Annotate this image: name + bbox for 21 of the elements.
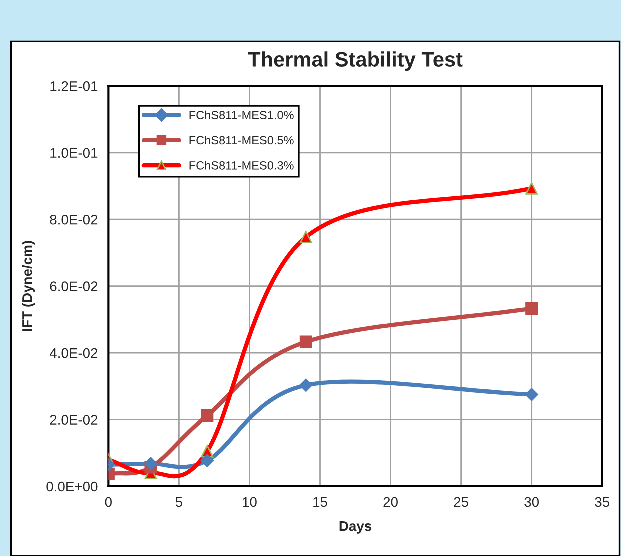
x-tick-label: 10 (243, 497, 257, 508)
chart-title: Thermal Stability Test (248, 52, 463, 72)
legend-label: FChS811-MES1.0% (190, 110, 294, 120)
y-tick-label: 0.0E+00 (46, 482, 98, 492)
y-tick-label: 1.0E-01 (50, 148, 98, 158)
x-tick-label: 0 (105, 497, 112, 508)
x-axis-title: Days (340, 521, 372, 534)
y-tick-label: 2.0E-02 (50, 415, 98, 425)
y-tick-label: 8.0E-02 (50, 214, 98, 225)
y-tick-label: 1.2E-01 (50, 82, 98, 92)
x-tick-label: 20 (384, 497, 398, 508)
x-tick-label: 25 (454, 497, 468, 508)
x-tick-label: 15 (314, 497, 328, 508)
legend-label: FChS811-MES0.5% (190, 136, 294, 145)
y-tick-label: 6.0E-02 (50, 282, 98, 292)
legend-label: FChS811-MES0.3% (190, 161, 294, 170)
y-axis-title: IFT (Dyne/cm) (22, 241, 36, 332)
x-tick-label: 35 (595, 497, 610, 508)
y-tick-label: 4.0E-02 (50, 348, 98, 358)
x-tick-label: 30 (524, 497, 540, 508)
x-tick-label: 5 (176, 497, 182, 508)
